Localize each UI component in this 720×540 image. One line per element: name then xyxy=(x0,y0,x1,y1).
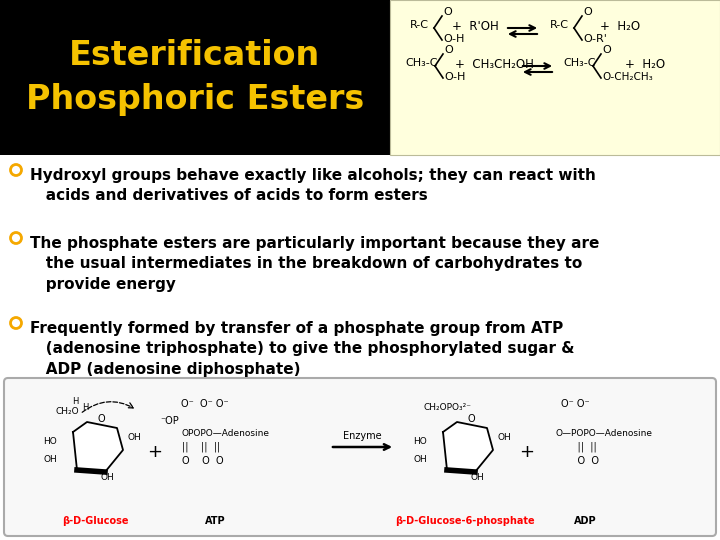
Text: β-D-Glucose: β-D-Glucose xyxy=(62,516,128,526)
Text: H: H xyxy=(82,403,88,412)
Text: OH: OH xyxy=(470,473,484,482)
FancyBboxPatch shape xyxy=(390,0,720,155)
Polygon shape xyxy=(73,422,123,472)
Text: H: H xyxy=(72,397,78,406)
Text: Frequently formed by transfer of a phosphate group from ATP
   (adenosine tripho: Frequently formed by transfer of a phosp… xyxy=(30,321,575,377)
Text: Enzyme: Enzyme xyxy=(343,431,382,441)
Text: ||  ||: || || xyxy=(565,441,597,451)
Text: O  O: O O xyxy=(565,456,599,466)
Text: +: + xyxy=(520,443,534,461)
Text: ⁻OP: ⁻OP xyxy=(160,416,179,426)
Text: CH₃-C: CH₃-C xyxy=(405,58,438,68)
Text: ||    ||  ||: || || || xyxy=(182,441,220,451)
Text: OH: OH xyxy=(127,433,140,442)
Text: ADP: ADP xyxy=(574,516,596,526)
Text: O: O xyxy=(443,7,451,17)
Text: Phosphoric Esters: Phosphoric Esters xyxy=(26,83,364,116)
Text: CH₂O: CH₂O xyxy=(55,407,78,416)
Text: O-H: O-H xyxy=(444,72,465,82)
Text: HO: HO xyxy=(43,437,57,446)
Text: HO: HO xyxy=(413,437,427,446)
Text: Esterification: Esterification xyxy=(69,39,320,72)
Polygon shape xyxy=(443,422,493,472)
Text: CH₂OPO₃²⁻: CH₂OPO₃²⁻ xyxy=(423,403,471,412)
Text: OH: OH xyxy=(497,433,510,442)
Text: O⁻  O⁻ O⁻: O⁻ O⁻ O⁻ xyxy=(181,399,229,409)
Text: Hydroxyl groups behave exactly like alcohols; they can react with
   acids and d: Hydroxyl groups behave exactly like alco… xyxy=(30,168,596,204)
FancyBboxPatch shape xyxy=(4,378,716,536)
Text: O: O xyxy=(602,45,611,55)
Text: +  H₂O: + H₂O xyxy=(600,20,640,33)
Text: O: O xyxy=(583,7,592,17)
Text: +  H₂O: + H₂O xyxy=(625,58,665,71)
Text: +  R'OH: + R'OH xyxy=(452,20,499,33)
Text: O: O xyxy=(97,414,105,424)
Text: O-R': O-R' xyxy=(583,34,607,44)
Text: The phosphate esters are particularly important because they are
   the usual in: The phosphate esters are particularly im… xyxy=(30,236,599,292)
Text: R-C: R-C xyxy=(550,20,569,30)
Text: +  CH₃CH₂OH: + CH₃CH₂OH xyxy=(455,58,534,71)
Text: O—POPO—Adenosine: O—POPO—Adenosine xyxy=(555,429,652,438)
Text: CH₃-C: CH₃-C xyxy=(563,58,595,68)
Text: ATP: ATP xyxy=(204,516,225,526)
Text: O: O xyxy=(444,45,453,55)
FancyBboxPatch shape xyxy=(0,0,390,155)
Text: O⁻ O⁻: O⁻ O⁻ xyxy=(561,399,589,409)
Text: OPOPO—Adenosine: OPOPO—Adenosine xyxy=(182,429,270,438)
Text: OH: OH xyxy=(413,455,427,464)
Text: R-C: R-C xyxy=(410,20,429,30)
Text: β-D-Glucose-6-phosphate: β-D-Glucose-6-phosphate xyxy=(395,516,535,526)
Text: O    O  O: O O O xyxy=(182,456,224,466)
Text: O: O xyxy=(467,414,474,424)
Text: OH: OH xyxy=(43,455,57,464)
Text: O-CH₂CH₃: O-CH₂CH₃ xyxy=(602,72,653,82)
Text: OH: OH xyxy=(100,473,114,482)
Text: +: + xyxy=(148,443,163,461)
Text: O-H: O-H xyxy=(443,34,464,44)
